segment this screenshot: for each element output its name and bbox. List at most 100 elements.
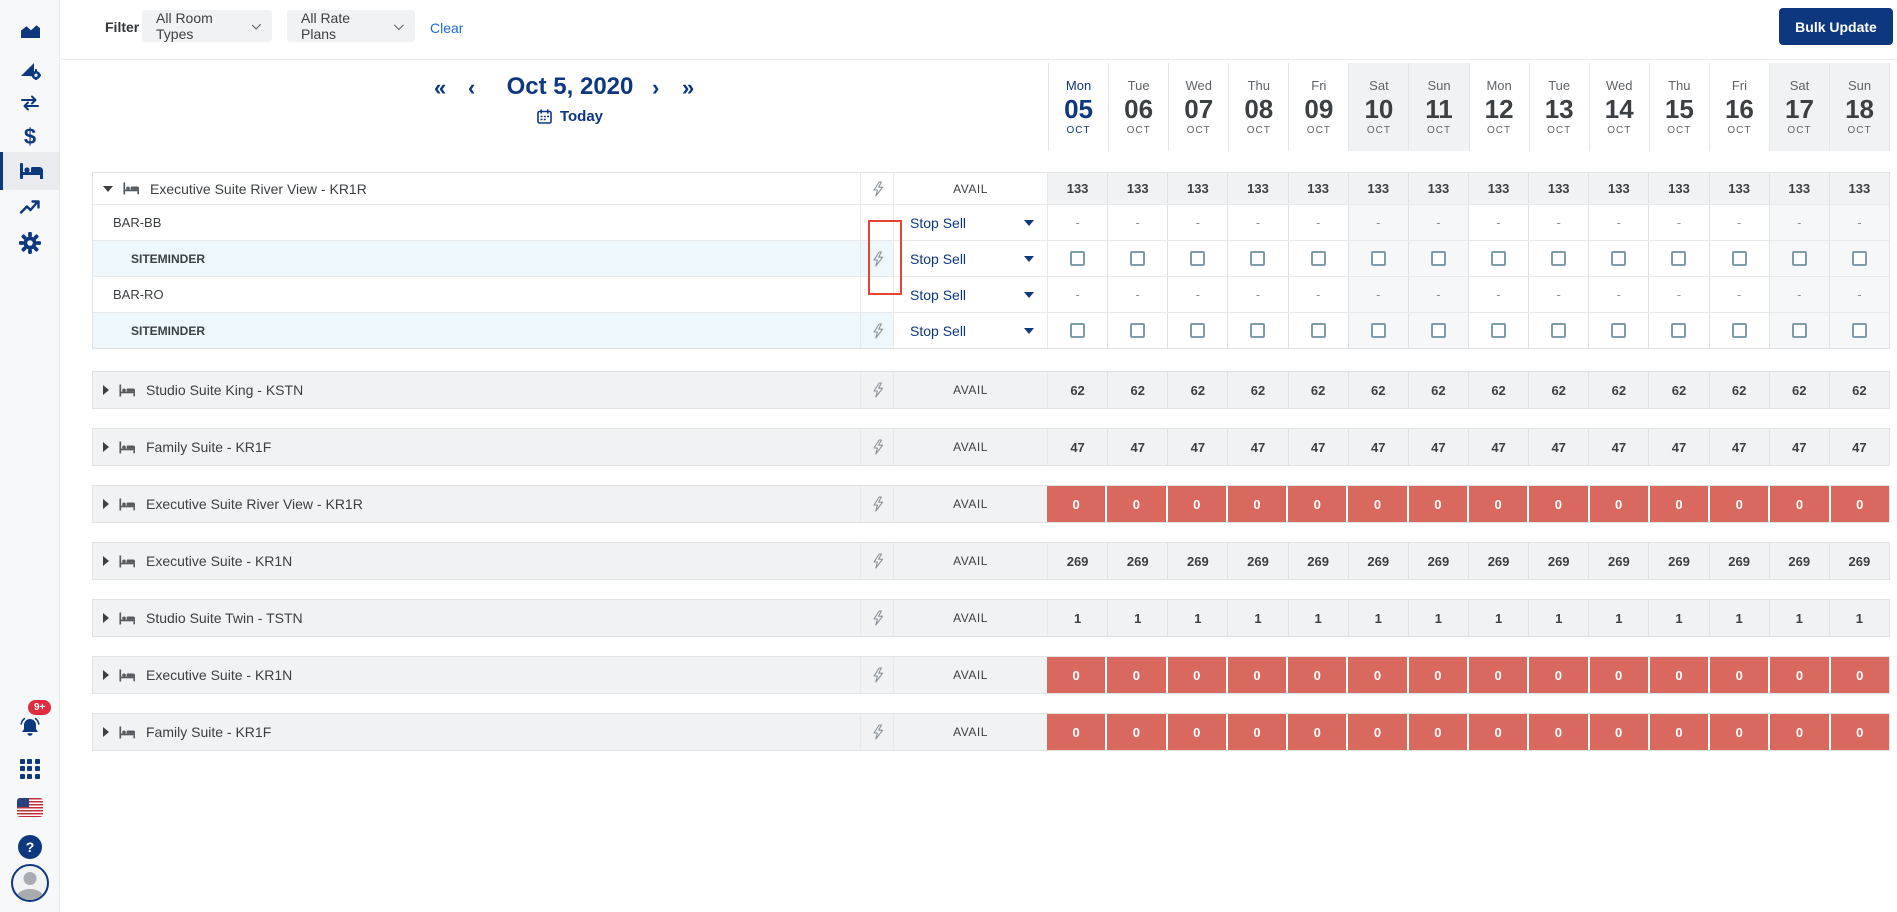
stop-sell-checkbox[interactable] (1731, 251, 1747, 266)
room-type-row[interactable]: Studio Suite King - KSTN AVAIL 62 62 62 62 62 6… (92, 371, 1890, 409)
dash-cell: - (1107, 277, 1167, 312)
flash-cell[interactable] (860, 600, 893, 636)
expand-arrow-icon[interactable] (103, 727, 109, 737)
stop-sell-checkbox[interactable] (1190, 251, 1206, 266)
flash-cell[interactable] (860, 372, 893, 408)
sidebar-item-apps[interactable] (0, 750, 60, 788)
flash-cell[interactable] (860, 657, 893, 693)
stop-sell-dropdown[interactable]: Stop Sell (893, 313, 1047, 348)
stop-sell-checkbox[interactable] (1430, 323, 1446, 338)
sidebar-item-setup[interactable] (0, 51, 60, 89)
stop-sell-checkbox[interactable] (1430, 251, 1446, 266)
expand-arrow-icon[interactable] (103, 556, 109, 566)
dash-cell: - (1648, 205, 1708, 240)
flash-cell[interactable] (860, 429, 893, 465)
sidebar-item-inventory[interactable] (0, 152, 60, 190)
bulk-update-button[interactable]: Bulk Update (1779, 8, 1893, 45)
stop-sell-checkbox[interactable] (1851, 323, 1867, 338)
next-day-button[interactable]: › (652, 75, 660, 100)
stop-sell-checkbox[interactable] (1611, 323, 1627, 338)
stop-sell-checkbox[interactable] (1491, 323, 1507, 338)
stop-sell-checkbox[interactable] (1310, 323, 1326, 338)
stop-sell-dropdown[interactable]: Stop Sell (893, 241, 1047, 276)
sidebar-item-distribution[interactable] (0, 84, 60, 122)
stop-sell-checkbox[interactable] (1671, 323, 1687, 338)
stop-sell-checkbox[interactable] (1130, 251, 1146, 266)
sidebar-item-performance[interactable] (0, 12, 60, 50)
next-week-button[interactable]: » (682, 75, 695, 100)
date-column-header: Tue 06 OCT (1108, 63, 1169, 151)
expand-arrow-icon[interactable] (103, 385, 109, 395)
availability-value-cell: 269 (1648, 543, 1709, 579)
day-number: 18 (1845, 94, 1875, 124)
flash-cell[interactable] (860, 486, 893, 522)
sidebar-item-account[interactable] (0, 862, 60, 904)
expand-arrow-icon[interactable] (103, 670, 109, 680)
room-type-name: Family Suite - KR1F (146, 724, 272, 740)
stop-sell-dropdown[interactable]: Stop Sell (893, 277, 1047, 312)
dash-cell: - (1407, 277, 1468, 312)
flash-cell[interactable] (860, 543, 893, 579)
stop-sell-checkbox[interactable] (1851, 251, 1867, 266)
current-date-label[interactable]: Oct 5, 2020 (506, 73, 634, 100)
availability-value-cell: 269 (1287, 543, 1348, 579)
expand-arrow-icon[interactable] (103, 442, 109, 452)
room-type-row[interactable]: Family Suite - KR1F AVAIL 0 0 0 0 0 0 0 0 0 0 0 0 0 0 (92, 713, 1890, 751)
flash-cell[interactable] (860, 173, 893, 204)
availability-value-cell: 1 (1167, 600, 1228, 636)
stop-sell-checkbox[interactable] (1130, 323, 1146, 338)
stop-sell-checkbox[interactable] (1491, 251, 1507, 266)
dash-cell: - (1287, 205, 1348, 240)
stop-sell-checkbox[interactable] (1671, 251, 1687, 266)
room-types-dropdown[interactable]: All Room Types (142, 10, 272, 42)
stop-sell-checkbox[interactable] (1370, 323, 1386, 338)
flash-cell[interactable] (860, 241, 893, 276)
day-number: 10 (1364, 94, 1394, 124)
sidebar-item-language[interactable] (0, 788, 60, 826)
availability-value-cell: 133 (1828, 173, 1889, 204)
avail-label: AVAIL (953, 440, 988, 454)
sidebar-item-settings[interactable] (0, 224, 60, 262)
prev-week-button[interactable]: « (434, 75, 447, 100)
expand-arrow-icon[interactable] (103, 499, 109, 509)
stop-sell-dropdown[interactable]: Stop Sell (893, 205, 1047, 240)
room-type-row[interactable]: Studio Suite Twin - TSTN AVAIL 1 1 1 1 1 1 1 1 1 1 1… (92, 599, 1890, 637)
checkbox-cell (1467, 241, 1528, 276)
flash-cell[interactable] (860, 313, 893, 348)
checkbox-cell (1107, 313, 1167, 348)
stop-sell-checkbox[interactable] (1370, 251, 1386, 266)
room-type-row[interactable]: Executive Suite River View - KR1R AVAIL 0 0… (92, 485, 1890, 523)
sidebar-item-insights[interactable] (0, 188, 60, 226)
stop-sell-checkbox[interactable] (1070, 251, 1086, 266)
today-button[interactable]: Today (490, 108, 650, 125)
stop-sell-checkbox[interactable] (1791, 323, 1807, 338)
room-type-row[interactable]: Executive Suite - KR1N AVAIL 0 0 0 0 0 0 0 0 0 0 0 0 0… (92, 656, 1890, 694)
room-type-row[interactable]: Family Suite - KR1F AVAIL 47 47 47 47 47 47 47 47… (92, 428, 1890, 466)
caret-down-icon (1024, 255, 1034, 262)
stop-sell-checkbox[interactable] (1551, 251, 1567, 266)
stop-sell-checkbox[interactable] (1250, 251, 1266, 266)
rate-plan-row: BAR-BB Stop Sell - - - - - - - - - - - - - - (93, 204, 1889, 240)
stop-sell-checkbox[interactable] (1731, 323, 1747, 338)
stop-sell-checkbox[interactable] (1611, 251, 1627, 266)
room-type-header-row[interactable]: Executive Suite River View - KR1R AVAIL 13… (93, 173, 1889, 204)
stop-sell-checkbox[interactable] (1190, 323, 1206, 338)
rate-plans-dropdown[interactable]: All Rate Plans (287, 10, 415, 42)
month-label: OCT (1487, 125, 1512, 136)
flash-cell[interactable] (860, 714, 893, 750)
room-type-row[interactable]: Executive Suite - KR1N AVAIL 269 269 269 269 2… (92, 542, 1890, 580)
room-type-group: Executive Suite River View - KR1R AVAIL 13… (92, 172, 1890, 349)
stop-sell-checkbox[interactable] (1791, 251, 1807, 266)
collapse-arrow-icon[interactable] (103, 185, 113, 192)
sidebar-item-help[interactable]: ? (0, 828, 60, 866)
stop-sell-checkbox[interactable] (1310, 251, 1326, 266)
stop-sell-checkbox[interactable] (1250, 323, 1266, 338)
clear-filters-link[interactable]: Clear (430, 20, 464, 36)
sidebar-item-payments[interactable]: $ (0, 118, 60, 156)
prev-day-button[interactable]: ‹ (468, 75, 476, 100)
stop-sell-checkbox[interactable] (1551, 323, 1567, 338)
stop-sell-checkbox[interactable] (1070, 323, 1086, 338)
expand-arrow-icon[interactable] (103, 613, 109, 623)
checkbox-cell (1528, 241, 1588, 276)
sidebar-item-notifications[interactable]: 9+ (0, 700, 60, 746)
